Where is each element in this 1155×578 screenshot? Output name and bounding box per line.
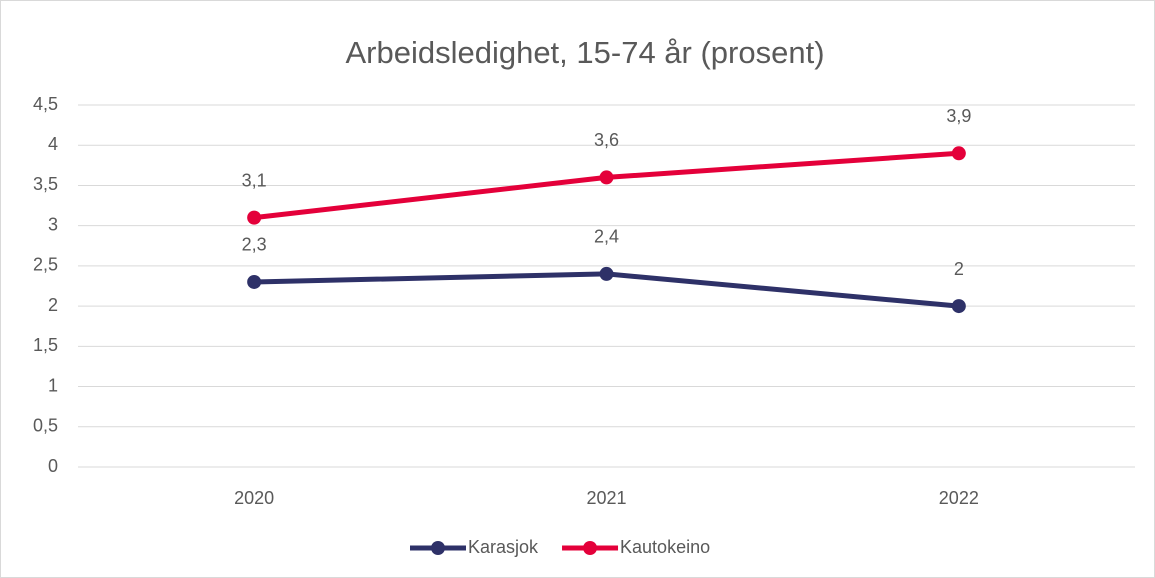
y-tick-label: 2: [48, 295, 58, 315]
data-label: 3,6: [594, 130, 619, 150]
data-label: 3,1: [242, 170, 267, 190]
legend-marker: [431, 541, 445, 555]
data-point: [951, 299, 966, 314]
data-label: 2: [954, 259, 964, 279]
data-label: 3,9: [946, 106, 971, 126]
legend-label: Kautokeino: [620, 537, 710, 557]
y-tick-label: 3: [48, 214, 58, 234]
x-tick-label: 2021: [586, 488, 626, 508]
y-tick-label: 4,5: [33, 94, 58, 114]
data-point: [247, 274, 262, 289]
legend-label: Karasjok: [468, 537, 539, 557]
y-tick-label: 2,5: [33, 255, 58, 275]
data-point: [247, 210, 262, 225]
data-label: 2,3: [242, 235, 267, 255]
data-point: [951, 146, 966, 161]
y-tick-label: 0: [48, 456, 58, 476]
y-tick-label: 1,5: [33, 335, 58, 355]
x-tick-label: 2020: [234, 488, 274, 508]
data-label: 2,4: [594, 227, 619, 247]
y-tick-label: 0,5: [33, 416, 58, 436]
data-point: [599, 266, 614, 281]
y-tick-label: 4: [48, 134, 58, 154]
legend-marker: [583, 541, 598, 555]
chart-title: Arbeidsledighet, 15-74 år (prosent): [345, 35, 824, 70]
data-point: [599, 170, 614, 185]
x-tick-label: 2022: [939, 488, 979, 508]
y-tick-label: 3,5: [33, 174, 58, 194]
y-tick-label: 1: [48, 375, 58, 395]
